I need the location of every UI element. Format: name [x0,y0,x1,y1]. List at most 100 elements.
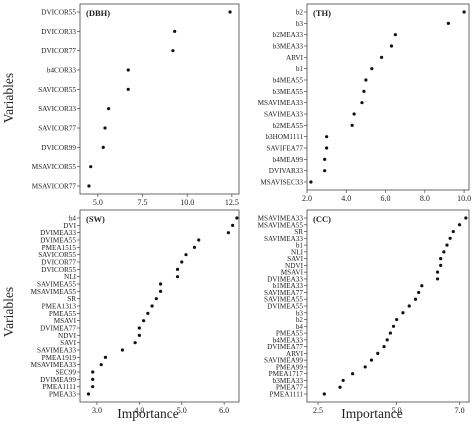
data-point [89,165,93,169]
y-tick-label: b4 [296,323,304,331]
y-tick-label: DVICOR77 [41,259,76,267]
data-point [341,378,345,383]
y-tick-label: MSAVI [281,269,304,277]
y-tick-label: SR [67,295,76,303]
data-point [180,260,184,264]
data-point [150,304,154,308]
data-point [133,341,137,345]
y-tick-label: PMEA1313 [42,303,77,311]
data-point [173,29,177,33]
y-tick-label: SAVIMEA99 [264,357,303,365]
x-axis-title-left: Importance [117,406,178,421]
data-point [309,180,313,184]
data-point [197,238,201,242]
y-tick-label: DVICOR33 [41,28,76,36]
data-point [363,365,367,369]
y-tick-label: PMEA55 [49,310,77,318]
data-point [175,267,180,271]
x-tick-label: 4.0 [341,194,351,203]
data-point [420,284,424,288]
y-tick-label: ARVI [286,54,304,62]
y-tick-label: DVIMEA55 [267,303,303,311]
y-tick-label: b2 [296,9,304,17]
panel-title: (TH) [313,8,331,18]
y-tick-label: b1 [296,242,304,250]
data-point [228,10,232,14]
data-point [154,297,158,301]
data-point [338,385,342,389]
y-tick-label: b4MEA55 [273,77,304,85]
y-tick-label: SAVICOR77 [38,125,76,133]
data-point [101,145,105,149]
y-tick-label: DVIVAR33 [269,167,304,175]
data-point [435,277,440,281]
data-point [126,87,130,91]
x-tick-label: 5.0 [177,406,187,415]
y-tick-label: PMEA99 [276,363,304,371]
data-point [106,107,111,111]
data-point [401,311,405,315]
data-point [175,275,180,279]
y-tick-label: DVICOR55 [41,266,76,274]
x-tick-label: 5.0 [93,198,103,207]
data-point [99,363,103,367]
y-tick-label: DVIMEA77 [40,325,76,333]
x-tick-label: 10.0 [457,194,471,203]
y-tick-label: MSAVIMEA33 [31,361,77,369]
y-tick-label: MSAVI [54,317,77,325]
data-point [158,282,163,286]
panel-title: (SW) [86,214,105,224]
data-point [442,250,446,254]
y-tick-label: NLI [291,248,304,256]
data-point [235,216,239,220]
data-point [352,112,356,116]
y-tick-label: DVIMEA77 [267,343,303,351]
data-point [137,326,141,330]
y-tick-label: SAVIMEA33 [264,111,303,119]
x-tick-label: 4.0 [134,406,144,415]
data-point [376,351,380,355]
x-tick-label: 12.5 [225,198,239,207]
x-tick-label: 2.0 [302,194,312,203]
y-tick-label: SAVICOR55 [38,86,76,94]
data-point [142,319,146,323]
y-axis-title-top: Variables [1,73,16,123]
plot-frame [79,209,240,403]
data-point [370,67,374,71]
y-tick-label: DVIMEA33 [267,275,303,283]
data-point [171,49,175,53]
panel-th: (TH) 2.0 4.0 6.0 8.0 10.0 b2 b3 b2MEA33 b3MEA33 AR… [258,3,471,203]
y-tick-label: MSAVIMEA33 [258,99,304,107]
data-point [86,392,91,396]
data-point [350,123,354,127]
data-point [364,78,368,82]
data-point [91,385,95,389]
y-tick-label: PMEA1111 [269,391,303,399]
data-point [351,372,355,376]
plot-frame [306,209,470,403]
data-point [126,68,130,72]
data-point [380,55,384,59]
data-point [325,135,329,139]
data-point [87,184,91,188]
data-point [446,21,450,25]
y-tick-label: NLI [64,273,77,281]
data-point [103,126,107,130]
y-tick-label: b3HOM1111 [265,133,303,141]
y-tick-label: MSAVICOR77 [32,183,77,191]
data-point [146,311,150,315]
data-point [137,333,141,337]
y-tick-label: SAVICOR55 [38,251,76,259]
data-point [103,355,108,359]
data-point [445,243,449,247]
y-tick-label: DVIMEA99 [40,376,76,384]
data-point [391,324,396,328]
data-point [91,377,95,381]
y-tick-label: b3 [296,309,304,317]
y-axis-title-bottom: Variables [1,287,16,337]
data-point [323,157,327,161]
data-point [413,297,418,301]
y-tick-label: b3MEA33 [273,377,304,385]
data-point [385,338,389,342]
